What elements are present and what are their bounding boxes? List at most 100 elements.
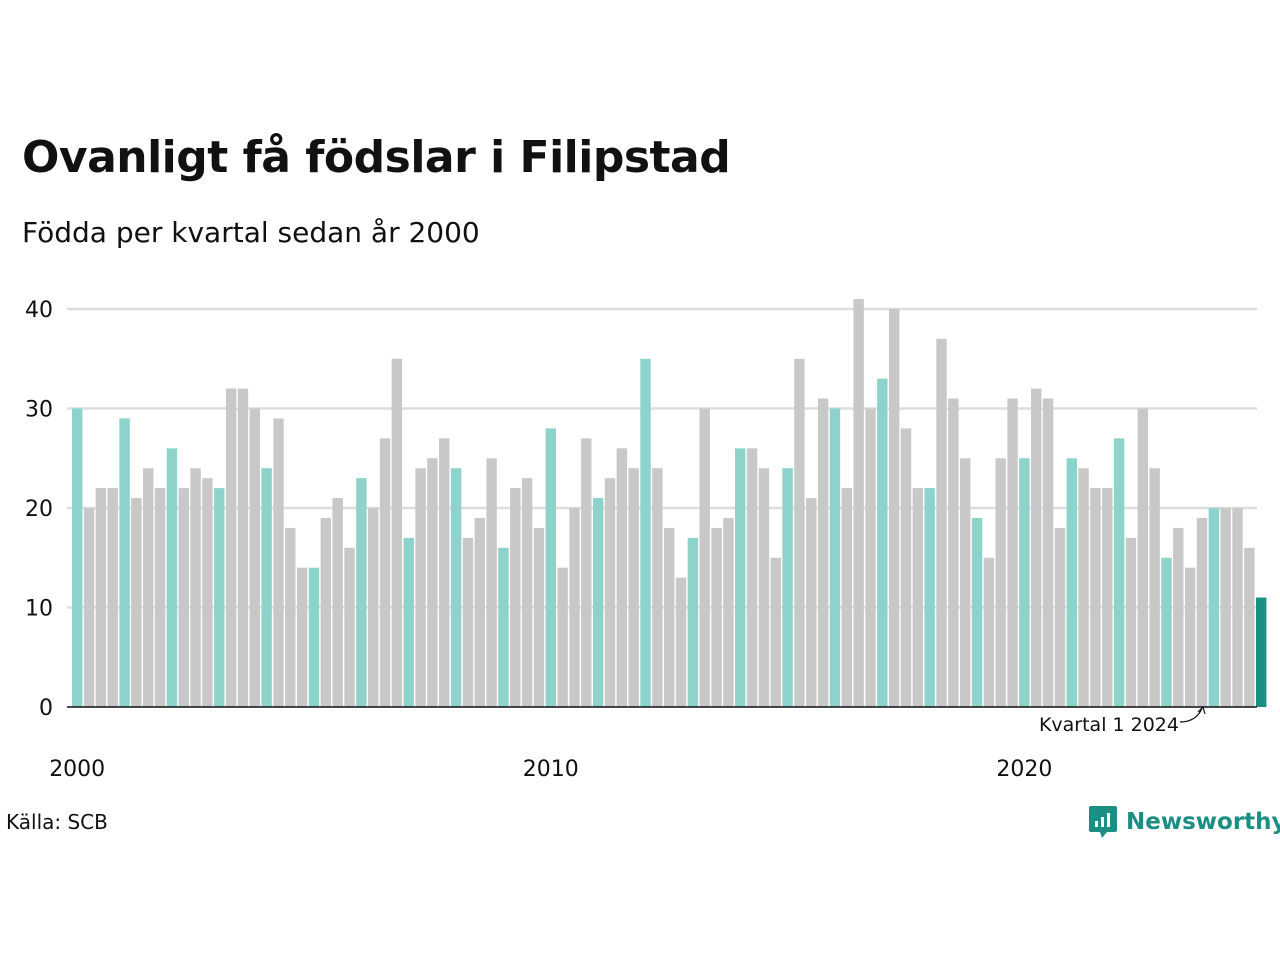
bar-quarter-2007-q2	[415, 468, 426, 707]
bar-quarter-2014-q1	[735, 448, 746, 707]
bar-quarter-2006-q4	[391, 358, 403, 707]
bar-quarter-2012-q3	[664, 527, 675, 707]
bar-quarter-2020-q3	[1042, 398, 1054, 707]
bar-quarter-2019-q2	[983, 557, 995, 707]
bar-quarter-2022-q2	[1125, 537, 1137, 707]
bar-quarter-2006-q3	[379, 438, 391, 707]
bar-quarter-2002-q2	[178, 488, 189, 707]
bar-quarter-2001-q1	[119, 418, 130, 707]
bar-quarter-2011-q2	[604, 478, 616, 707]
annotation-arrow	[1179, 707, 1203, 723]
bar-quarter-2014-q3	[758, 468, 770, 707]
bar-quarter-2016-q1	[829, 408, 841, 707]
bar-quarter-2000-q3	[95, 488, 107, 707]
bar-quarter-2003-q3	[237, 388, 249, 707]
bar-quarter-2005-q4	[344, 547, 355, 707]
bar-quarter-2005-q1	[308, 567, 320, 707]
brand-name: Newsworthy	[1126, 809, 1280, 835]
y-axis-ticks: 0 10 20 30 40	[25, 298, 53, 721]
bar-quarter-2008-q1	[450, 468, 462, 707]
bar-quarter-2010-q2	[557, 567, 568, 707]
bar-quarter-2012-q2	[652, 468, 663, 707]
annotation-label: Kvartal 1 2024	[1039, 714, 1179, 736]
bar-quarter-2012-q1	[640, 358, 651, 707]
bars	[72, 299, 1267, 707]
bar-quarter-2008-q3	[474, 517, 485, 707]
bar-quarter-2002-q4	[202, 478, 213, 707]
bar-quarter-2006-q2	[368, 508, 379, 707]
bar-quarter-2002-q3	[190, 468, 201, 707]
bar-quarter-2017-q1	[877, 378, 888, 707]
bar-quarter-2013-q4	[723, 517, 734, 707]
bar-quarter-2015-q4	[817, 398, 829, 707]
bar-quarter-2024-q1	[1208, 508, 1220, 707]
bar-quarter-2021-q4	[1102, 488, 1113, 707]
bar-quarter-2021-q2	[1078, 468, 1089, 707]
bar-quarter-2020-q2	[1031, 388, 1042, 707]
bar-quarter-2010-q3	[569, 508, 580, 707]
bar-quarter-2011-q3	[616, 448, 628, 707]
x-tick-label: 2000	[49, 757, 105, 782]
bar-quarter-2007-q4	[439, 438, 450, 707]
bar-quarter-2020-q4	[1054, 527, 1066, 707]
bar-quarter-2015-q1	[782, 468, 793, 707]
bar-quarter-2007-q1	[403, 537, 414, 707]
bar-quarter-2019-q3	[995, 458, 1006, 707]
bar-quarter-2005-q2	[320, 517, 332, 707]
bar-quarter-2011-q1	[592, 498, 604, 707]
bar-quarter-2022-q4	[1149, 468, 1160, 707]
bar-quarter-2001-q4	[154, 488, 166, 707]
bar-quarter-2016-q2	[841, 488, 852, 707]
bar-quarter-2004-q3	[285, 527, 296, 707]
bar-quarter-2024-q3	[1232, 508, 1243, 707]
x-tick-label: 2020	[996, 757, 1052, 782]
bar-quarter-2017-q3	[900, 428, 912, 707]
bar-quarter-2016-q3	[853, 299, 864, 707]
bar-quarter-2018-q4	[960, 458, 971, 707]
bar-quarter-2008-q4	[486, 458, 497, 707]
chart-title: Ovanligt få födslar i Filipstad	[22, 132, 731, 183]
bar-quarter-2006-q1	[356, 478, 367, 707]
bar-quarter-2019-q1	[971, 517, 983, 707]
bar-quarter-2004-q4	[296, 567, 308, 707]
bar-quarter-2016-q4	[865, 408, 876, 707]
bar-quarter-2002-q1	[166, 448, 178, 707]
bar-quarter-2004-q1	[261, 468, 272, 707]
y-tick-label: 20	[25, 497, 53, 522]
bar-quarter-2003-q4	[249, 408, 260, 707]
bar-quarter-2014-q4	[770, 557, 781, 707]
bar-quarter-2024-q4	[1244, 547, 1255, 707]
y-tick-label: 30	[25, 398, 53, 423]
bar-quarter-2012-q4	[675, 577, 687, 707]
bar-quarter-2015-q3	[806, 498, 817, 707]
bar-quarter-2001-q3	[143, 468, 154, 707]
bar-quarter-2022-q3	[1137, 408, 1148, 707]
bar-quarter-2009-q1	[498, 547, 509, 707]
bar-quarter-2000-q4	[107, 488, 118, 707]
bar-quarter-2003-q1	[214, 488, 225, 707]
bar-quarter-2010-q4	[581, 438, 592, 707]
bar-quarter-2015-q2	[794, 358, 805, 707]
bar-quarter-2008-q2	[462, 537, 474, 707]
latest-annotation: Kvartal 1 2024	[1039, 705, 1206, 736]
bar-quarter-2023-q1	[1161, 557, 1172, 707]
bar-quarter-2000-q2	[83, 508, 95, 707]
bar-quarter-2001-q2	[131, 498, 142, 707]
bar-quarter-2009-q2	[510, 488, 521, 707]
bar-quarter-2017-q4	[912, 488, 924, 707]
bar-quarter-2004-q2	[273, 418, 284, 707]
bar-quarter-2018-q2	[936, 338, 947, 707]
bar-quarter-2014-q2	[746, 448, 758, 707]
bar-quarter-2013-q2	[699, 408, 710, 707]
bar-quarter-2007-q3	[427, 458, 438, 707]
bar-quarter-2000-q1	[72, 408, 83, 707]
bar-quarter-2021-q3	[1090, 488, 1101, 707]
x-tick-label: 2010	[523, 757, 579, 782]
bar-quarter-2013-q1	[687, 537, 699, 707]
bar-quarter-2009-q4	[533, 527, 545, 707]
bar-quarter-2018-q1	[924, 488, 935, 707]
bar-quarter-2005-q3	[332, 498, 343, 707]
bar-quarter-2003-q2	[225, 388, 237, 707]
bar-quarter-2023-q4	[1196, 517, 1208, 707]
bar-quarter-2020-q1	[1019, 458, 1030, 707]
